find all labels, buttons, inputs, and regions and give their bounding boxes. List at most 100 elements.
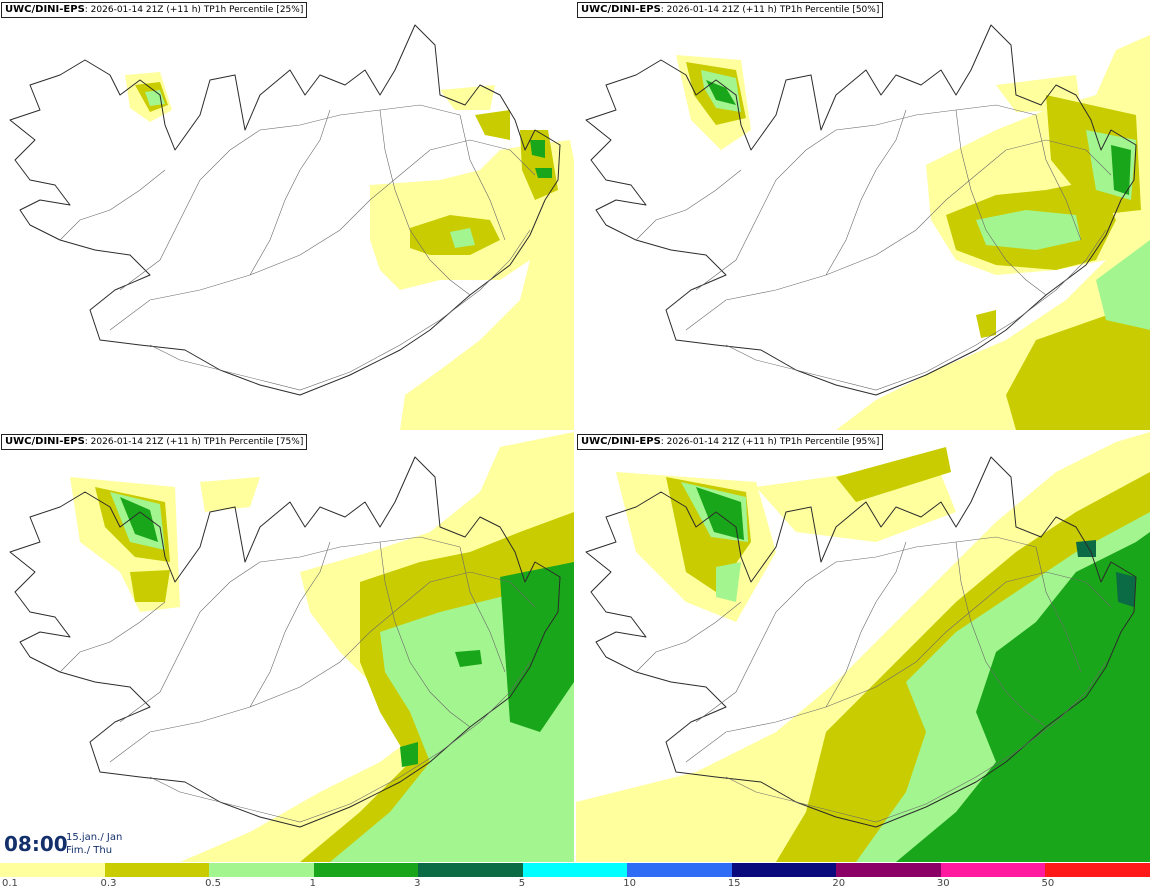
colorbar-label: 0.5 [205, 878, 221, 889]
road-line [695, 536, 1037, 723]
panel-title: UWC/DINI-EPS: 2026-01-14 21Z (+11 h) TP1… [577, 2, 884, 18]
road-line [249, 109, 331, 276]
map-panel-p50: UWC/DINI-EPS: 2026-01-14 21Z (+11 h) TP1… [576, 0, 1150, 430]
percentile-label: [95%] [852, 437, 880, 447]
road-line [955, 541, 1047, 728]
precip-area-green [696, 487, 744, 540]
lead-time: (+11 h) [166, 437, 201, 447]
panel-title: UWC/DINI-EPS: 2026-01-14 21Z (+11 h) TP1… [1, 434, 308, 450]
colorbar-label: 15 [727, 878, 741, 889]
iceland-coastline [585, 24, 1137, 396]
precip-area-olive [130, 570, 170, 602]
valid-date: 15.jan./ Jan [66, 832, 123, 843]
param-name: TP1h Percentile [203, 5, 274, 15]
precip-area-lightgreen [1096, 240, 1150, 330]
colorbar-label: 5 [518, 878, 526, 889]
road-line [59, 601, 166, 673]
road-line [825, 541, 907, 708]
run-time: 2026-01-14 21Z [90, 5, 164, 15]
param-name: TP1h Percentile [203, 437, 274, 447]
percentile-label: [25%] [276, 5, 304, 15]
colorbar-segment [313, 863, 419, 877]
road-line [149, 229, 531, 391]
colorbar-segment [522, 863, 628, 877]
colorbar-segment [209, 863, 314, 877]
colorbar-label: 3 [414, 878, 421, 889]
colorbar-label: 30 [936, 878, 950, 889]
param-name: TP1h Percentile [779, 5, 850, 15]
road-line [635, 169, 742, 241]
road-line [119, 536, 461, 723]
road-line [109, 139, 536, 331]
road-line [685, 571, 1112, 763]
precip-area-olive [520, 130, 558, 200]
road-line [725, 661, 1107, 823]
precip-area-lightgreen [450, 228, 475, 248]
precip-area-olive [475, 110, 510, 140]
precip-area-green [535, 168, 552, 178]
road-line [695, 104, 1037, 291]
road-line [59, 169, 166, 241]
model-name: UWC/DINI-EPS [581, 4, 661, 15]
road-line [685, 139, 1112, 331]
param-name: TP1h Percentile [779, 437, 850, 447]
precip-area-green [400, 742, 418, 767]
road-line [459, 114, 506, 241]
precip-area-green [706, 80, 736, 105]
precip-area-green [120, 497, 158, 542]
colorbar-label: 50 [1041, 878, 1055, 889]
map-panel-p25: UWC/DINI-EPS: 2026-01-14 21Z (+11 h) TP1… [0, 0, 574, 430]
map-panel-p75: UWC/DINI-EPS: 2026-01-14 21Z (+11 h) TP1… [0, 432, 574, 862]
panel-divider [0, 430, 1150, 432]
panel-title: UWC/DINI-EPS: 2026-01-14 21Z (+11 h) TP1… [577, 434, 884, 450]
road-line [119, 104, 461, 291]
precip-area-green [500, 562, 574, 732]
model-name: UWC/DINI-EPS [581, 436, 661, 447]
road-line [379, 541, 471, 728]
colorbar-label: 0.1 [2, 878, 18, 889]
road-line [249, 541, 331, 708]
map-canvas [585, 24, 1150, 430]
precip-area-olive [836, 447, 951, 502]
precip-area-olive [976, 310, 996, 338]
precip-area-green [896, 532, 1150, 862]
colorbar-segment [1045, 863, 1150, 877]
colorbar-segment [940, 863, 1046, 877]
colorbar-label: 0.3 [100, 878, 117, 889]
valid-time-box: 08:00 15.jan./ Jan Fim./ Thu [0, 826, 138, 862]
colorbar-label: 10 [623, 878, 636, 889]
road-line [149, 661, 531, 823]
percentile-label: [50%] [852, 5, 880, 15]
valid-weekday: Fim./ Thu [66, 845, 113, 856]
lead-time: (+11 h) [742, 5, 777, 15]
road-line [459, 546, 506, 673]
precip-area-darkgreen [1076, 540, 1096, 557]
colorbar-segment [0, 863, 105, 877]
iceland-coastline [9, 456, 561, 828]
iceland-coastline [585, 456, 1137, 828]
precip-area-lightgreen [716, 562, 741, 602]
precip-area-lightgreen [976, 210, 1081, 250]
road-line [725, 229, 1107, 391]
lead-time: (+11 h) [742, 437, 777, 447]
colorbar-labels: 0.1 0.3 0.5 1 3 5 10 15 20 30 50 [0, 877, 1150, 891]
colorbar-segment [104, 863, 210, 877]
road-line [109, 571, 536, 763]
precip-area-green [1111, 145, 1131, 195]
road-line [379, 109, 471, 296]
colorbar-segment [627, 863, 732, 877]
precip-area-olive [1006, 300, 1150, 430]
map-canvas [9, 24, 574, 430]
lead-time: (+11 h) [166, 5, 201, 15]
precip-area-green [455, 650, 482, 667]
colorbar-segment [418, 863, 523, 877]
run-time: 2026-01-14 21Z [666, 437, 740, 447]
precip-colorbar [0, 863, 1150, 877]
map-panel-p95: UWC/DINI-EPS: 2026-01-14 21Z (+11 h) TP1… [576, 432, 1150, 862]
colorbar-label: 20 [832, 878, 846, 889]
model-name: UWC/DINI-EPS [5, 4, 85, 15]
precip-area-darkgreen [1116, 572, 1136, 607]
road-line [1035, 546, 1082, 673]
map-canvas [576, 432, 1150, 862]
run-time: 2026-01-14 21Z [666, 5, 740, 15]
